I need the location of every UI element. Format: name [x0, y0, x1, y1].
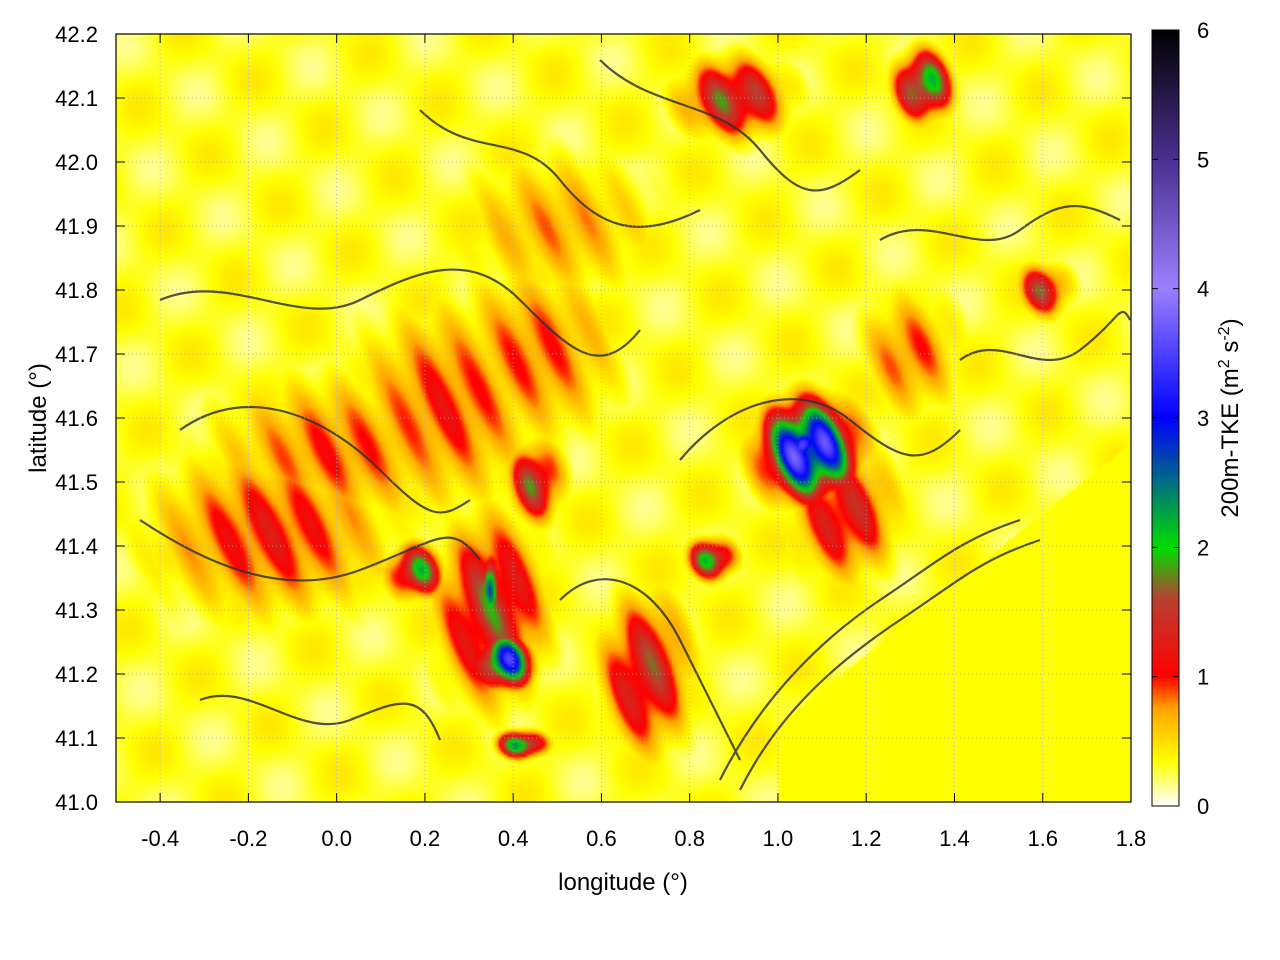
x-tick-label: -0.4	[141, 826, 179, 851]
colorbar-tick-label: 2	[1197, 535, 1209, 560]
x-tick-label: 0.8	[674, 826, 705, 851]
y-tick-label: 41.2	[55, 662, 98, 687]
x-tick-label: 0.0	[321, 826, 352, 851]
tke-field	[116, 34, 1131, 802]
y-tick-label: 41.8	[55, 278, 98, 303]
x-axis-label: longitude (°)	[558, 869, 688, 896]
y-axis-label: latitude (°)	[25, 363, 52, 473]
y-tick-label: 41.5	[55, 470, 98, 495]
colorbar-ticks: 0 1 2 3 4 5 6	[1152, 18, 1209, 819]
y-tick-label: 41.6	[55, 406, 98, 431]
colorbar-tick-label: 6	[1197, 18, 1209, 43]
y-tick-label: 42.1	[55, 86, 98, 111]
x-tick-label: 0.4	[498, 826, 529, 851]
colorbar-label: 200m-TKE (m2 s-2)	[1216, 318, 1244, 517]
colorbar-tick-label: 4	[1197, 277, 1209, 302]
x-tick-label: 1.2	[851, 826, 882, 851]
colorbar-tick-label: 1	[1197, 665, 1209, 690]
x-tick-label: 1.6	[1027, 826, 1058, 851]
colorbar-tick-label: 5	[1197, 147, 1209, 172]
colorbar-tick-label: 3	[1197, 406, 1209, 431]
y-tick-label: 41.3	[55, 598, 98, 623]
y-tick-label: 42.0	[55, 150, 98, 175]
colorbar: 0 1 2 3 4 5 6 200m-TKE (m2 s-2)	[1151, 18, 1244, 819]
y-tick-label: 41.7	[55, 342, 98, 367]
grid-lines	[116, 33, 1132, 803]
x-tick-label: -0.2	[229, 826, 267, 851]
terrain-contours	[139, 59, 1131, 791]
x-tick-label: 1.8	[1116, 826, 1147, 851]
x-tick-label: 1.4	[939, 826, 970, 851]
y-tick-label: 41.1	[55, 726, 98, 751]
plot-area	[115, 33, 1132, 803]
x-tick-label: 0.6	[586, 826, 617, 851]
x-tick-label: 1.0	[763, 826, 794, 851]
y-tick-label: 41.4	[55, 534, 98, 559]
y-tick-label: 41.9	[55, 214, 98, 239]
y-axis: 41.0 41.1 41.2 41.3 41.4 41.5 41.6 41.7 41.8 41.9…	[55, 22, 1131, 815]
colorbar-tick-label: 0	[1197, 794, 1209, 819]
y-tick-label: 42.2	[55, 22, 98, 47]
x-tick-label: 0.2	[410, 826, 441, 851]
x-axis: -0.4 -0.2 0.0 0.2 0.4 0.6 0.8 1.0 1.2 1.4 1.6 1.8	[141, 34, 1146, 851]
y-tick-label: 41.0	[55, 790, 98, 815]
